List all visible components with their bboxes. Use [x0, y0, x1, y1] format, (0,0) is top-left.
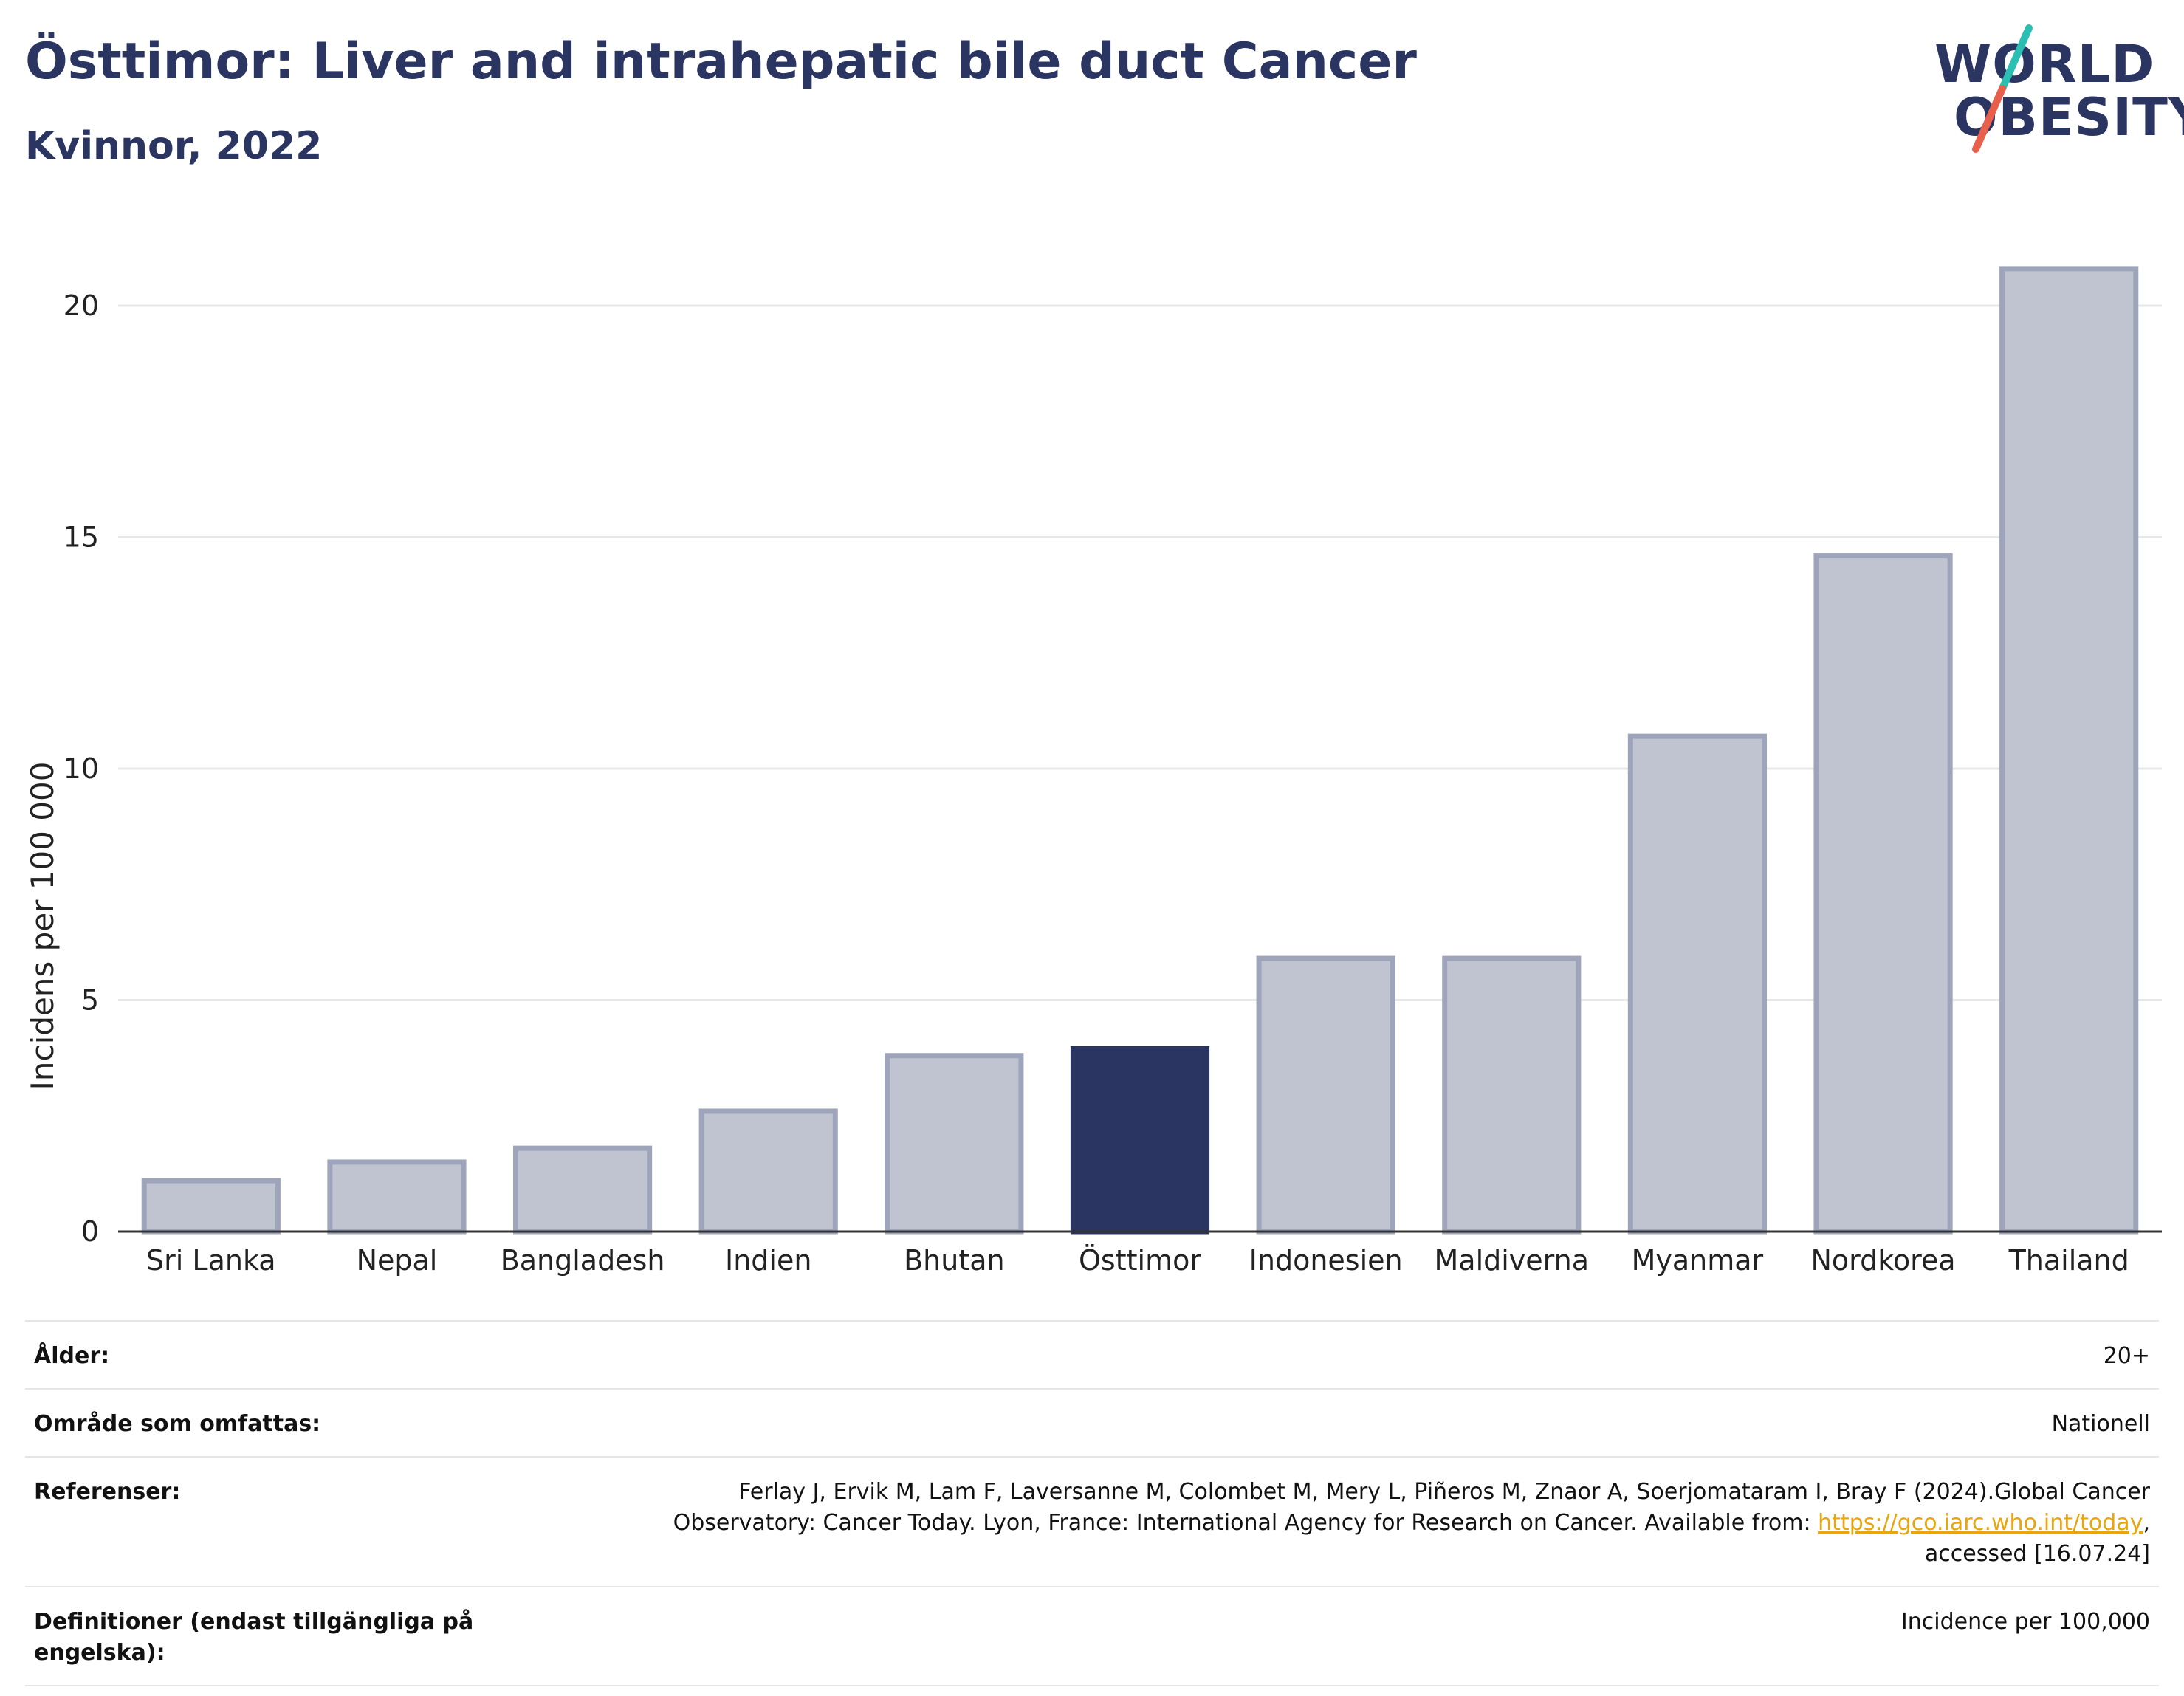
logo-slash-icon: [1972, 24, 2033, 153]
definitions-label-line-1: Definitioner (endast tillgängliga på: [34, 1609, 474, 1635]
info-value-age: 20+: [515, 1320, 2159, 1389]
bar: [1627, 733, 1767, 1235]
bar: [141, 1178, 281, 1235]
x-tick-label: Maldiverna: [1435, 1244, 1590, 1277]
info-value-references: Ferlay J, Ervik M, Lam F, Laversanne M, …: [515, 1456, 2159, 1587]
bar: [1256, 955, 1395, 1235]
chart-subtitle: Kvinnor, 2022: [25, 124, 323, 168]
world-obesity-logo: WORLD OBESITY: [1920, 22, 2184, 155]
x-tick-label: Nepal: [357, 1244, 438, 1277]
x-tick-label: Bhutan: [904, 1244, 1005, 1277]
definitions-label-line-2: engelska):: [34, 1640, 165, 1666]
bar: [1442, 955, 1582, 1235]
y-tick-label: 5: [81, 984, 99, 1017]
info-row-definitions: Definitioner (endast tillgängliga på eng…: [25, 1586, 2159, 1686]
x-tick-label: Bangladesh: [501, 1244, 665, 1277]
info-row-age: Ålder: 20+: [25, 1320, 2159, 1389]
bar: [327, 1159, 467, 1235]
y-tick-labels: 0 5 10 15 20: [63, 289, 99, 1248]
bar-highlight: [1070, 1046, 1210, 1235]
reference-line-2-end: ,: [2143, 1510, 2150, 1536]
x-tick-label: Thailand: [2008, 1244, 2129, 1277]
chart-title: Östtimor: Liver and intrahepatic bile du…: [25, 32, 1417, 91]
info-row-coverage: Område som omfattas: Nationell: [25, 1388, 2159, 1457]
x-tick-labels: Sri Lanka Nepal Bangladesh Indien Bhutan Östt…: [146, 1244, 2129, 1277]
bar: [698, 1108, 838, 1235]
info-label-age: Ålder:: [25, 1320, 515, 1389]
x-tick-label: Sri Lanka: [146, 1244, 276, 1277]
bar-chart: 0 5 10 15 20 Sri Lanka Nepal Bangladesh Indien B…: [24, 266, 2162, 1277]
y-tick-label: 20: [63, 289, 99, 322]
y-tick-label: 0: [81, 1215, 99, 1248]
info-label-references: Referenser:: [25, 1456, 515, 1587]
x-tick-label: Myanmar: [1632, 1244, 1764, 1277]
info-row-references: Referenser: Ferlay J, Ervik M, Lam F, La…: [25, 1456, 2159, 1587]
y-axis-label: Incidens per 100 000: [24, 762, 61, 1091]
reference-line-3: accessed [16.07.24]: [1924, 1541, 2150, 1567]
info-table: Ålder: 20+ Område som omfattas: Nationel…: [25, 1320, 2159, 1686]
info-value-definitions: Incidence per 100,000: [515, 1586, 2159, 1686]
reference-line-1: Ferlay J, Ervik M, Lam F, Laversanne M, …: [738, 1479, 2150, 1505]
x-tick-label: Indonesien: [1249, 1244, 1403, 1277]
bar: [885, 1053, 1024, 1235]
bar: [513, 1145, 653, 1235]
x-tick-label: Nordkorea: [1810, 1244, 1955, 1277]
logo-line-1: WORLD: [1934, 34, 2155, 95]
bar: [1999, 266, 2139, 1235]
y-tick-label: 10: [63, 752, 99, 785]
info-value-coverage: Nationell: [515, 1388, 2159, 1457]
y-tick-label: 15: [63, 521, 99, 554]
reference-link[interactable]: https://gco.iarc.who.int/today: [1818, 1510, 2143, 1536]
x-tick-label: Östtimor: [1079, 1244, 1201, 1277]
info-label-coverage: Område som omfattas:: [25, 1388, 515, 1457]
reference-line-2: Observatory: Cancer Today. Lyon, France:…: [673, 1510, 1819, 1536]
bar: [1813, 553, 1953, 1235]
bars: [141, 266, 2139, 1235]
x-tick-label: Indien: [725, 1244, 811, 1277]
info-label-definitions: Definitioner (endast tillgängliga på eng…: [25, 1586, 515, 1686]
